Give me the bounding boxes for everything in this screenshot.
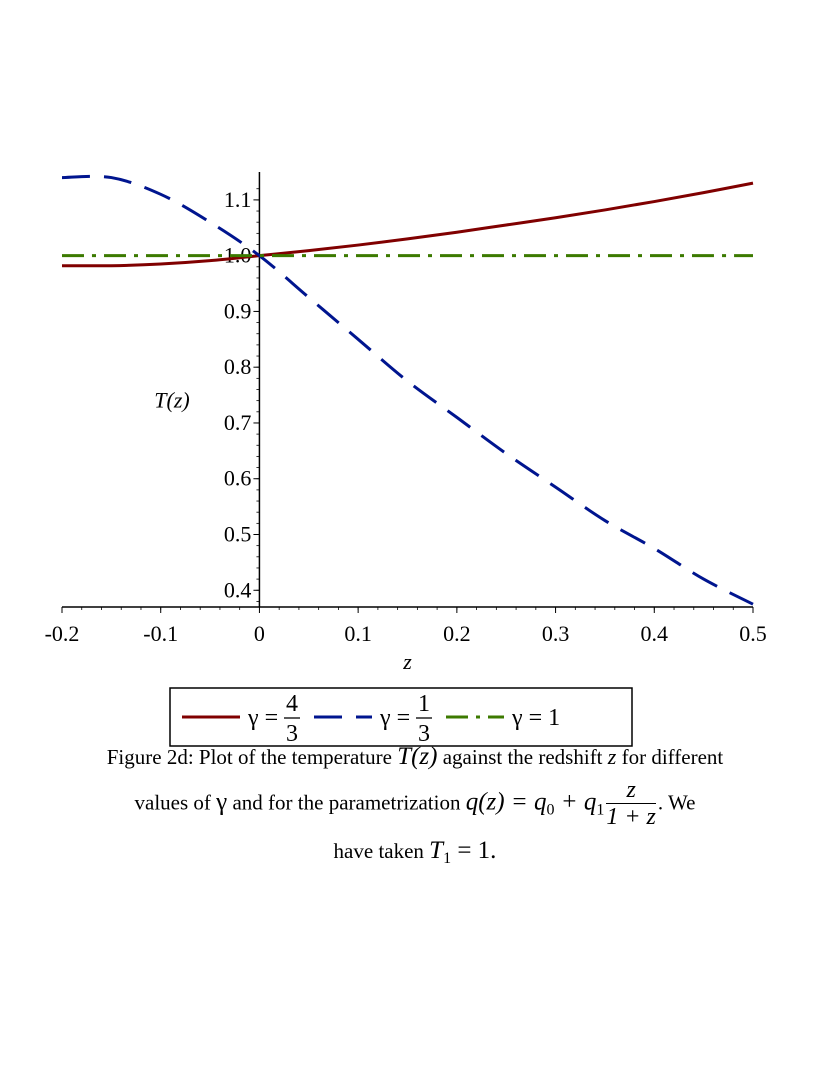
caption-sub: 1 — [596, 801, 605, 819]
caption-gamma: γ — [216, 788, 228, 816]
y-tick-label: 1.1 — [224, 187, 252, 212]
legend-label-2: γ = 1 — [511, 705, 560, 731]
caption-text: . We — [657, 790, 696, 815]
y-tick-label: 0.6 — [224, 466, 252, 491]
fraction-numerator: z — [606, 777, 656, 805]
caption-math-z: z — [607, 744, 617, 769]
figure-caption: Figure 2d: Plot of the temperature T(z) … — [20, 738, 810, 872]
legend-label-0: γ = — [247, 705, 278, 731]
y-tick-label: 0.4 — [224, 577, 252, 602]
series-line-1 — [61, 174, 754, 606]
caption-text: and for the parametrization — [227, 790, 466, 815]
caption-math-eq: = 1. — [451, 836, 497, 864]
legend-frac-num-1: 1 — [418, 691, 430, 717]
caption-text: values of — [134, 790, 217, 815]
y-tick-label: 0.5 — [224, 522, 252, 547]
caption-line-1: Figure 2d: Plot of the temperature T(z) … — [20, 738, 810, 777]
chart-svg: -0.2 -0.1 0 0.1 0.2 0.3 0.4 0.5 0.4 0.5 0.6 0.7 0.8 0… — [45, 172, 767, 747]
caption-sub: 0 — [546, 801, 555, 819]
legend-frac-den-0: 3 — [286, 721, 298, 747]
legend-label-1: γ = — [379, 705, 410, 731]
chart: -0.2 -0.1 0 0.1 0.2 0.3 0.4 0.5 0.4 0.5 0.6 0.7 0.8 0… — [45, 172, 767, 747]
x-tick-label: 0.3 — [542, 621, 570, 646]
caption-text: for different — [616, 745, 724, 769]
x-tick-label: -0.1 — [143, 621, 178, 646]
series-line-0 — [61, 181, 754, 268]
caption-math-plus: + q — [554, 788, 597, 816]
caption-text: have taken — [333, 838, 430, 863]
caption-line-3: have taken T1 = 1. — [20, 832, 810, 872]
legend-frac-num-0: 4 — [286, 691, 298, 717]
x-tick-label: 0 — [254, 621, 265, 646]
caption-sub: 1 — [443, 849, 452, 867]
caption-text: Figure 2d: Plot of the temperature — [106, 745, 398, 769]
fraction-denominator: 1 + z — [606, 804, 656, 831]
caption-text: against the redshift — [437, 745, 608, 769]
x-tick-label: 0.4 — [641, 621, 669, 646]
legend-frac-den-1: 3 — [418, 721, 430, 747]
legend-box — [169, 687, 633, 747]
caption-math-q: q(z) = q — [465, 788, 547, 816]
caption-line-2: values of γ and for the parametrization … — [20, 777, 810, 832]
x-axis-title: z — [402, 649, 412, 674]
y-tick-label: 0.7 — [224, 410, 252, 435]
x-tick-label: 0.5 — [739, 621, 767, 646]
x-tick-label: 0.1 — [344, 621, 372, 646]
y-tick-label: 0.8 — [224, 354, 252, 379]
caption-math-tz: T(z) — [397, 743, 438, 770]
caption-math-t: T — [429, 836, 444, 864]
y-axis-title: T(z) — [154, 388, 189, 413]
y-tick-label: 0.9 — [224, 298, 252, 323]
x-tick-label: -0.2 — [45, 621, 80, 646]
x-tick-label: 0.2 — [443, 621, 471, 646]
